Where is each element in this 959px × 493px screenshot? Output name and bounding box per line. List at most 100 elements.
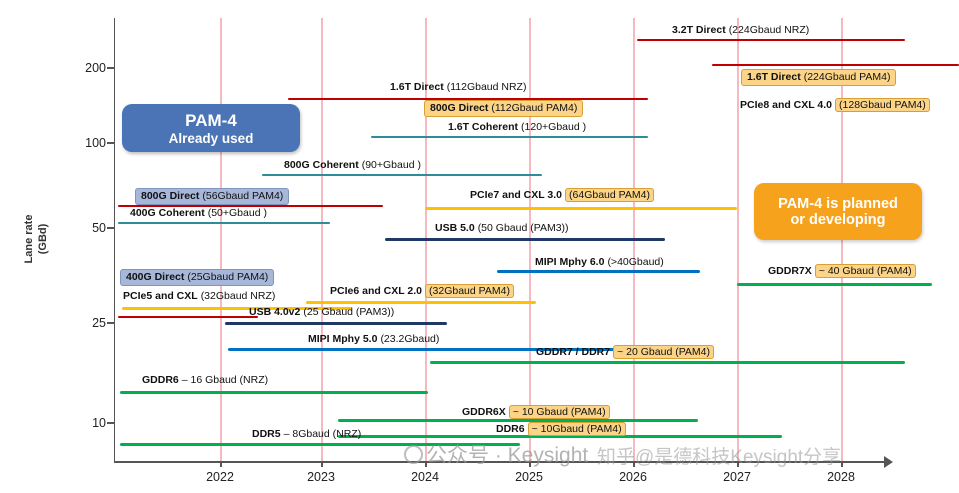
callout-line2: Already used xyxy=(168,130,254,146)
item-spec: (50+Gbaud ) xyxy=(207,207,267,219)
label-gddr7-ddr7: GDDR7 / DDR7 ~ 20 Gbaud (PAM4) xyxy=(536,345,715,359)
item-spec: (25Gbaud PAM4) xyxy=(187,271,269,283)
callout-line1: PAM-4 xyxy=(185,110,237,130)
item-name: GDDR6 xyxy=(142,374,179,386)
item-spec: ~ 10Gbaud (PAM4) xyxy=(527,422,626,436)
item-name: 800G Direct xyxy=(141,190,200,202)
year-gridline xyxy=(321,18,323,461)
y-tick-label-10: 10 xyxy=(92,416,106,430)
item-spec: (112Gbaud NRZ) xyxy=(446,81,527,93)
bar-pcie5-cxl xyxy=(122,307,352,310)
x-axis-line xyxy=(114,461,884,463)
label-pcie7-cxl30: PCIe7 and CXL 3.0 (64Gbaud PAM4) xyxy=(470,188,654,202)
item-name: 400G Direct xyxy=(126,271,185,283)
label-gddr7x: GDDR7X ~ 40 Gbaud (PAM4) xyxy=(768,264,916,278)
y-tick xyxy=(107,227,115,229)
x-tick-label-2025: 2025 xyxy=(515,470,543,484)
x-tick xyxy=(220,461,222,467)
bar-pcie7-cxl30 xyxy=(425,207,737,210)
item-name: 1.6T Direct xyxy=(390,81,444,93)
bar-ddr5 xyxy=(120,443,520,446)
label-ddr6: DDR6 ~ 10Gbaud (PAM4) xyxy=(496,422,626,436)
item-name: DDR5 xyxy=(252,428,281,440)
y-tick-label-50: 50 xyxy=(92,221,106,235)
y-tick-label-25: 25 xyxy=(92,316,106,330)
item-spec: (32Gbaud PAM4) xyxy=(425,284,514,298)
watermark-logo-icon xyxy=(404,445,423,464)
bar-400g-direct-25 xyxy=(118,316,258,318)
item-name: 800G Coherent xyxy=(284,159,359,171)
label-800g-coherent: 800G Coherent (90+Gbaud ) xyxy=(284,159,421,172)
y-tick-label-200: 200 xyxy=(85,61,106,75)
bar-gddr6 xyxy=(120,391,428,394)
bar-1-6t-coherent xyxy=(371,136,648,138)
y-tick xyxy=(107,142,115,144)
y-axis-line xyxy=(114,18,115,462)
item-name: 800G Direct xyxy=(430,102,489,114)
item-spec: – 8Gbaud (NRZ) xyxy=(283,428,362,440)
item-spec: (90+Gbaud ) xyxy=(361,159,421,171)
x-tick xyxy=(633,461,635,467)
bar-3-2t-direct-nrz xyxy=(637,39,905,41)
label-3-2t-direct-nrz: 3.2T Direct (224Gbaud NRZ) xyxy=(672,24,809,37)
x-tick-label-2024: 2024 xyxy=(411,470,439,484)
item-spec: (56Gbaud PAM4) xyxy=(202,190,284,202)
item-spec: (112Gbaud PAM4) xyxy=(491,102,578,114)
y-tick xyxy=(107,322,115,324)
item-spec: (50 Gbaud (PAM3)) xyxy=(477,222,569,234)
item-spec: (128Gbaud PAM4) xyxy=(835,98,930,112)
item-name: GDDR7X xyxy=(768,265,812,277)
y-axis-title: Lane rate (GBd) xyxy=(23,189,57,289)
label-400g-direct-25: 400G Direct (25Gbaud PAM4) xyxy=(120,269,275,287)
label-800g-direct-56: 800G Direct (56Gbaud PAM4) xyxy=(135,188,290,206)
item-name: 3.2T Direct xyxy=(672,24,726,36)
bar-1-6t-direct-pam4 xyxy=(712,64,959,66)
label-gddr6: GDDR6– 16 Gbaud (NRZ) xyxy=(142,374,268,387)
callout-line1: PAM-4 is planned xyxy=(778,195,898,212)
watermark-text-2: 知乎@是德科技Keysight分享 xyxy=(597,447,842,468)
label-pcie5-cxl: PCIe5 and CXL (32Gbaud NRZ) xyxy=(123,290,275,303)
item-name: 1.6T Direct xyxy=(747,71,801,83)
y-tick-label-100: 100 xyxy=(85,136,106,150)
x-tick-label-2023: 2023 xyxy=(307,470,335,484)
item-spec: (>40Gbaud) xyxy=(607,256,664,268)
callout-pam4-planned: PAM-4 is planned or developing xyxy=(754,183,922,240)
item-name: 1.6T Coherent xyxy=(448,121,519,133)
bar-gddr6x xyxy=(338,419,698,422)
bar-800g-direct-56 xyxy=(118,205,383,207)
x-tick xyxy=(529,461,531,467)
item-name: GDDR6X xyxy=(462,406,506,418)
item-name: PCIe8 and CXL 4.0 xyxy=(740,99,833,111)
item-name: 400G Coherent xyxy=(130,207,205,219)
x-tick-label-2028: 2028 xyxy=(827,470,855,484)
label-gddr6x: GDDR6X ~ 10 Gbaud (PAM4) xyxy=(462,405,610,419)
item-name: USB 5.0 xyxy=(435,222,475,234)
label-mipi5: MIPI Mphy 5.0 (23.2Gbaud) xyxy=(308,333,439,346)
item-spec: (120+Gbaud ) xyxy=(521,121,587,133)
item-spec: (23.2Gbaud) xyxy=(380,333,440,345)
bar-pcie6-cxl20 xyxy=(306,301,536,304)
bar-gddr7-ddr7 xyxy=(430,361,905,364)
x-tick xyxy=(841,461,843,467)
item-spec: (32Gbaud NRZ) xyxy=(200,290,276,302)
item-spec: (224Gbaud PAM4) xyxy=(803,71,891,83)
item-spec: (25 Gbaud (PAM3)) xyxy=(303,306,395,318)
item-spec: (224Gbaud NRZ) xyxy=(728,24,810,36)
item-name: PCIe5 and CXL xyxy=(123,290,198,302)
y-axis-title-line1: Lane rate xyxy=(23,214,35,264)
bar-mipi5 xyxy=(228,348,620,351)
label-1-6t-direct-nrz: 1.6T Direct (112Gbaud NRZ) xyxy=(390,81,526,94)
label-ddr5: DDR5– 8Gbaud (NRZ) xyxy=(252,428,361,441)
bar-1-6t-direct-nrz xyxy=(288,98,648,100)
bar-usb4v2 xyxy=(225,322,447,325)
label-1-6t-coherent: 1.6T Coherent (120+Gbaud ) xyxy=(448,121,586,134)
label-usb5: USB 5.0 (50 Gbaud (PAM3)) xyxy=(435,222,569,235)
bar-ddr6 xyxy=(338,435,782,438)
x-tick-label-2027: 2027 xyxy=(723,470,751,484)
label-1-6t-direct-pam4: 1.6T Direct (224Gbaud PAM4) xyxy=(741,69,897,87)
x-tick xyxy=(737,461,739,467)
bar-usb5 xyxy=(385,238,665,241)
watermark-text-1: 公众号 · Keysight xyxy=(426,444,589,467)
label-usb4v2: USB 4.0v2 (25 Gbaud (PAM3)) xyxy=(249,306,394,319)
item-spec: ~ 20 Gbaud (PAM4) xyxy=(613,345,715,359)
